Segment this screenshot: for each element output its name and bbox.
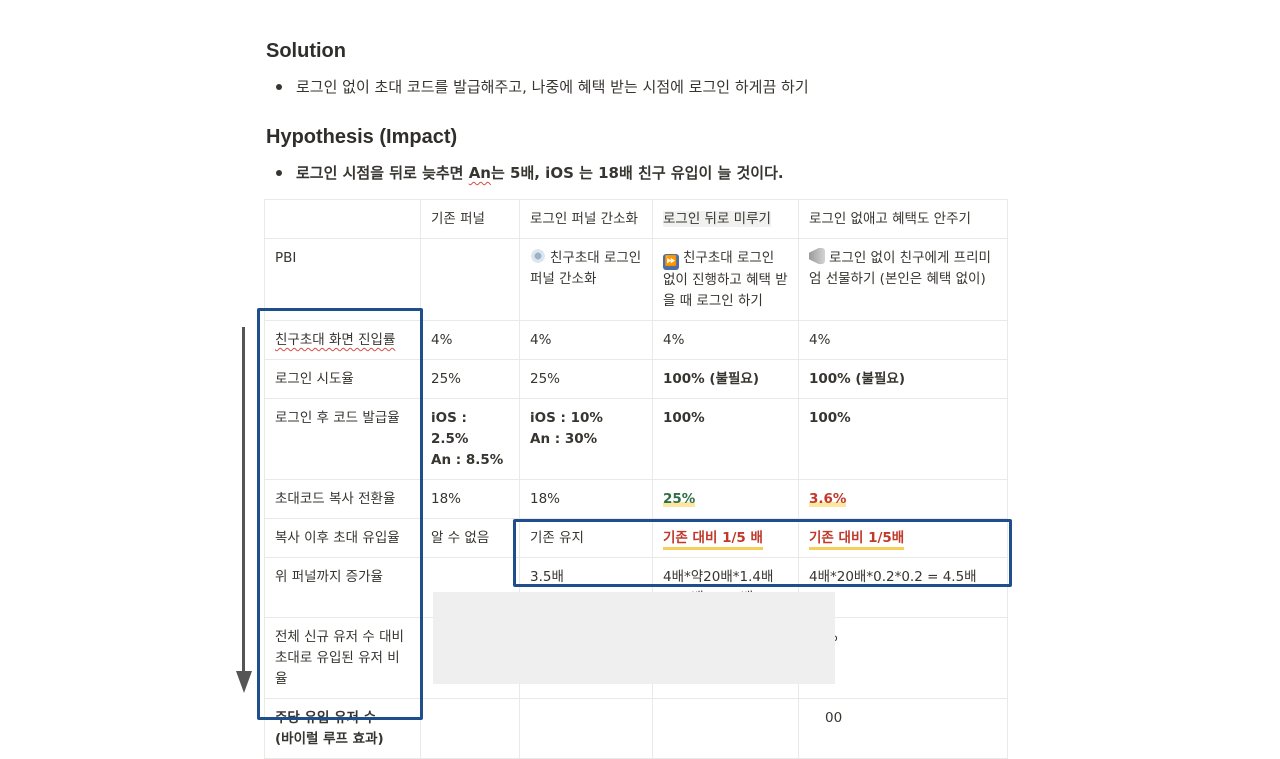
table-cell: 100% (불필요) — [798, 359, 1008, 399]
bullet-icon — [276, 83, 282, 90]
table-cell: 18% — [420, 479, 520, 519]
row-label: 복사 이후 초대 유입율 — [264, 518, 421, 558]
table-cell — [652, 698, 799, 759]
table-row: 친구초대 화면 진입률 4% 4% 4% 4% — [264, 320, 1008, 360]
hypothesis-bullet-text: 로그인 시점을 뒤로 늦추면 An는 5배, iOS 는 18배 친구 유입이 … — [296, 164, 784, 182]
table-cell: 기존 유지 — [519, 518, 653, 558]
fast-forward-icon: ⏩ — [663, 254, 679, 270]
table-cell: 4배*20배*0.2*0.2 = 4.5배 — [798, 557, 1008, 618]
solution-heading: Solution — [266, 40, 346, 62]
table-cell — [519, 698, 653, 759]
table-cell: 100% — [652, 398, 799, 480]
table-cell: 25% — [652, 479, 799, 519]
row-label: 위 퍼널까지 증가율 — [264, 557, 421, 618]
table-row: 로그인 시도율 25% 25% 100% (불필요) 100% (불필요) — [264, 359, 1008, 399]
row-label: 친구초대 화면 진입률 — [264, 320, 421, 360]
table-cell: iOS : 2.5% An : 8.5% — [420, 398, 520, 480]
table-row-pbi: PBI 친구초대 로그인 퍼널 간소화 ⏩ 친구초대 로그인 없이 진행하고 혜택… — [264, 238, 1008, 321]
header-cell: 기존 퍼널 — [420, 199, 520, 239]
table-cell: 4% — [420, 320, 520, 360]
pbi-link[interactable]: 친구초대 로그인 퍼널 간소화 — [519, 238, 653, 321]
row-label: PBI — [264, 238, 421, 321]
funnel-table: 기존 퍼널 로그인 퍼널 간소화 로그인 뒤로 미루기 로그인 없애고 혜택도 … — [264, 199, 1008, 759]
down-arrow-icon — [242, 327, 245, 677]
header-cell: 로그인 없애고 혜택도 안주기 — [798, 199, 1008, 239]
solution-bullet: 로그인 없이 초대 코드를 발급해주고, 나중에 혜택 받는 시점에 로그인 하… — [276, 76, 809, 97]
row-label: 로그인 시도율 — [264, 359, 421, 399]
table-cell: 18% — [519, 479, 653, 519]
table-cell: 00 — [798, 698, 1008, 759]
solution-bullet-text: 로그인 없이 초대 코드를 발급해주고, 나중에 혜택 받는 시점에 로그인 하… — [296, 78, 809, 96]
table-cell: 4% — [798, 320, 1008, 360]
table-cell: 기존 대비 1/5배 — [798, 518, 1008, 558]
header-cell: 로그인 퍼널 간소화 — [519, 199, 653, 239]
pbi-link[interactable]: ⏩ 친구초대 로그인 없이 진행하고 혜택 받을 때 로그인 하기 — [652, 238, 799, 321]
hypothesis-heading: Hypothesis (Impact) — [266, 126, 458, 148]
table-cell: 기존 대비 1/5 배 — [652, 518, 799, 558]
down-arrow-head — [236, 671, 252, 693]
megaphone-icon — [809, 248, 825, 264]
gear-page-icon — [530, 248, 546, 264]
row-label: 전체 신규 유저 수 대비 초대로 유입된 유저 비율 — [264, 617, 421, 699]
table-cell — [420, 698, 520, 759]
table-cell — [420, 238, 520, 321]
header-cell: 로그인 뒤로 미루기 — [652, 199, 799, 239]
table-cell: 25% — [420, 359, 520, 399]
table-cell: iOS : 10% An : 30% — [519, 398, 653, 480]
table-row: 초대코드 복사 전환율 18% 18% 25% 3.6% — [264, 479, 1008, 519]
table-cell: 4% — [519, 320, 653, 360]
pbi-link[interactable]: 로그인 없이 친구에게 프리미엄 선물하기 (본인은 혜택 없이) — [798, 238, 1008, 321]
table-cell: 100% — [798, 398, 1008, 480]
table-cell: 4% — [652, 320, 799, 360]
bullet-icon — [276, 169, 282, 176]
hypothesis-bullet: 로그인 시점을 뒤로 늦추면 An는 5배, iOS 는 18배 친구 유입이 … — [276, 162, 784, 183]
table-header-row: 기존 퍼널 로그인 퍼널 간소화 로그인 뒤로 미루기 로그인 없애고 혜택도 … — [264, 199, 1008, 239]
table-row: 복사 이후 초대 유입율 알 수 없음 기존 유지 기존 대비 1/5 배 기존… — [264, 518, 1008, 558]
table-cell: 25% — [519, 359, 653, 399]
header-cell-empty — [264, 199, 421, 239]
table-row: 로그인 후 코드 발급율 iOS : 2.5% An : 8.5% iOS : 1… — [264, 398, 1008, 480]
table-cell: 알 수 없음 — [420, 518, 520, 558]
table-row: 주당 유입 유저 수 (바이럴 루프 효과) 00 — [264, 698, 1008, 759]
row-label: 로그인 후 코드 발급율 — [264, 398, 421, 480]
redacted-area — [433, 592, 835, 684]
table-cell: 3.6% — [798, 479, 1008, 519]
row-label: 초대코드 복사 전환율 — [264, 479, 421, 519]
row-label: 주당 유입 유저 수 (바이럴 루프 효과) — [264, 698, 421, 759]
table-cell: 100% (불필요) — [652, 359, 799, 399]
